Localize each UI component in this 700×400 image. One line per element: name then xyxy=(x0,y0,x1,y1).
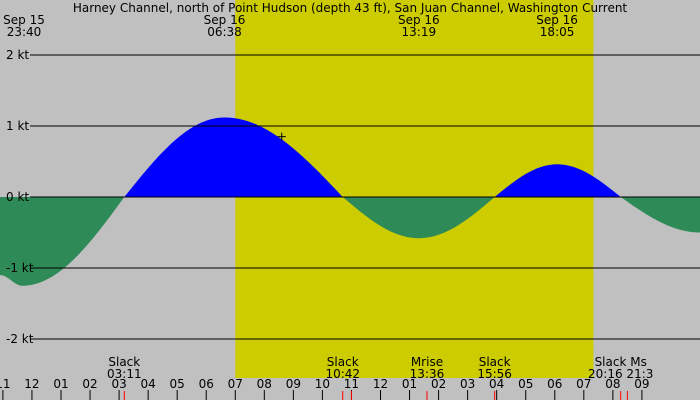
hour-label: 07 xyxy=(228,377,243,391)
hour-label: 09 xyxy=(286,377,301,391)
hour-label: 11 xyxy=(0,377,11,391)
event-time: 06:38 xyxy=(207,25,242,39)
event-time: 18:05 xyxy=(540,25,575,39)
event-time: 10:42 xyxy=(325,367,360,381)
hour-label: 01 xyxy=(53,377,68,391)
current-time-marker xyxy=(277,132,286,141)
bottom-event-labels: Slack03:11Slack10:42Mrise13:36Slack15:56… xyxy=(107,355,653,381)
hour-label: 04 xyxy=(489,377,504,391)
event-label: Mrise xyxy=(411,355,443,369)
event-date: Sep 16 xyxy=(398,13,440,27)
hour-label: 12 xyxy=(24,377,39,391)
event-label: Slack Ms xyxy=(595,355,647,369)
x-axis: 11 12 01 02 03 04 05 06 07 08 09 10 11 12 01 02 03 04 05 06… xyxy=(0,377,650,400)
hour-label: 03 xyxy=(460,377,475,391)
y-tick-label: 2 kt xyxy=(6,48,29,62)
hour-label: 08 xyxy=(605,377,620,391)
event-date: Sep 15 xyxy=(3,13,45,27)
event-label: Slack xyxy=(479,355,511,369)
hour-label: 05 xyxy=(170,377,185,391)
flood-current-area xyxy=(0,117,700,197)
event-time: 15:56 xyxy=(477,367,512,381)
event-time: 13:19 xyxy=(402,25,437,39)
hour-label: 08 xyxy=(257,377,272,391)
chart-title: Harney Channel, north of Point Hudson (d… xyxy=(73,1,628,15)
hour-label: 07 xyxy=(576,377,591,391)
hour-label: 02 xyxy=(82,377,97,391)
y-tick-label: 1 kt xyxy=(6,119,29,133)
event-time: 13:36 xyxy=(410,367,445,381)
hour-label: 02 xyxy=(431,377,446,391)
hour-label: 12 xyxy=(373,377,388,391)
hour-label: 06 xyxy=(199,377,214,391)
y-gridlines: 2 kt 1 kt 0 kt -1 kt -2 kt xyxy=(6,48,700,346)
event-time: 20:16 21:3 xyxy=(588,367,653,381)
event-label: Slack xyxy=(327,355,359,369)
hour-label: 11 xyxy=(344,377,359,391)
event-time: 23:40 xyxy=(7,25,42,39)
hour-label: 01 xyxy=(402,377,417,391)
event-date: Sep 16 xyxy=(204,13,246,27)
ebb-current-area xyxy=(0,197,700,286)
y-tick-label: -1 kt xyxy=(6,261,34,275)
hour-label: 04 xyxy=(140,377,155,391)
y-tick-label: 0 kt xyxy=(6,190,29,204)
hour-label: 06 xyxy=(547,377,562,391)
hour-label: 10 xyxy=(315,377,330,391)
hour-label: 03 xyxy=(111,377,126,391)
y-tick-label: -2 kt xyxy=(6,332,34,346)
event-label: Slack xyxy=(108,355,140,369)
event-time: 03:11 xyxy=(107,367,142,381)
hour-label: 09 xyxy=(634,377,649,391)
hour-label: 05 xyxy=(518,377,533,391)
event-date: Sep 16 xyxy=(536,13,578,27)
